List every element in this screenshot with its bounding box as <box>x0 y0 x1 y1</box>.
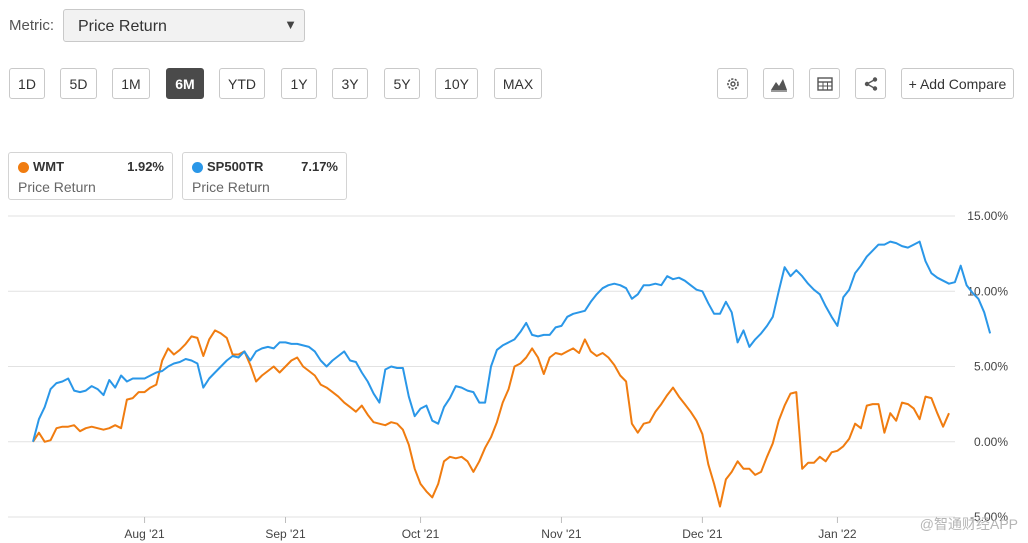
series-dot-sp500tr <box>192 162 203 173</box>
share-icon <box>864 76 877 91</box>
range-button-5d[interactable]: 5D <box>60 68 97 99</box>
x-tick-label: Oct '21 <box>402 527 440 541</box>
y-axis-ticks: 15.00% 10.00% 5.00% 0.00% -5.00% <box>967 209 1008 524</box>
x-tick-label: Aug '21 <box>124 527 165 541</box>
range-button-max[interactable]: MAX <box>494 68 542 99</box>
range-button-1d[interactable]: 1D <box>9 68 45 99</box>
x-tick-label: Dec '21 <box>682 527 723 541</box>
legend-card-sp500tr: SP500TR 7.17% Price Return <box>182 152 347 200</box>
series-line-wmt[interactable] <box>32 329 950 508</box>
range-button-ytd[interactable]: YTD <box>219 68 265 99</box>
table-view-button[interactable] <box>809 68 840 99</box>
range-button-1y[interactable]: 1Y <box>281 68 317 99</box>
chart-lines <box>32 240 992 508</box>
chart-grid <box>8 215 955 518</box>
range-button-1m[interactable]: 1M <box>112 68 150 99</box>
metric-select[interactable]: Price Return ▼ <box>63 9 305 42</box>
y-tick-label: 15.00% <box>967 209 1008 223</box>
caret-down-icon: ▼ <box>284 17 297 32</box>
legend-pct: 1.92% <box>127 159 164 174</box>
range-button-5y[interactable]: 5Y <box>384 68 420 99</box>
metric-label: Metric: <box>9 17 54 34</box>
range-button-10y[interactable]: 10Y <box>435 68 478 99</box>
series-line-sp500tr[interactable] <box>32 240 992 443</box>
metric-select-value: Price Return <box>78 18 167 35</box>
table-icon <box>816 76 833 91</box>
price-return-chart[interactable]: 15.00% 10.00% 5.00% 0.00% -5.00% Aug '21 Sep … <box>0 205 1028 543</box>
gear-icon <box>726 77 739 90</box>
y-tick-label: 5.00% <box>974 360 1008 374</box>
y-tick-label: 0.00% <box>974 435 1008 449</box>
y-tick-label: 10.00% <box>967 284 1008 298</box>
x-axis-ticks: Aug '21 Sep '21 Oct '21 Nov '21 Dec '21 Jan '… <box>124 517 857 541</box>
legend-sub: Price Return <box>192 179 270 195</box>
series-dot-wmt <box>18 162 29 173</box>
range-button-3y[interactable]: 3Y <box>332 68 368 99</box>
legend-pct: 7.17% <box>301 159 338 174</box>
x-tick-label: Jan '22 <box>818 527 857 541</box>
watermark-text: @智通财经APP <box>919 516 1018 532</box>
share-button[interactable] <box>855 68 886 99</box>
chart-type-button[interactable] <box>763 68 794 99</box>
range-button-6m[interactable]: 6M <box>166 68 204 99</box>
mountain-chart-icon <box>770 78 787 92</box>
legend-card-wmt: WMT 1.92% Price Return <box>8 152 173 200</box>
settings-button[interactable] <box>717 68 748 99</box>
x-tick-label: Nov '21 <box>541 527 582 541</box>
legend-ticker: SP500TR <box>207 159 264 174</box>
x-tick-label: Sep '21 <box>265 527 306 541</box>
legend-ticker: WMT <box>33 159 65 174</box>
add-compare-button[interactable]: + Add Compare <box>901 68 1014 99</box>
y-tick-label: -5.00% <box>970 510 1008 524</box>
legend-sub: Price Return <box>18 179 96 195</box>
